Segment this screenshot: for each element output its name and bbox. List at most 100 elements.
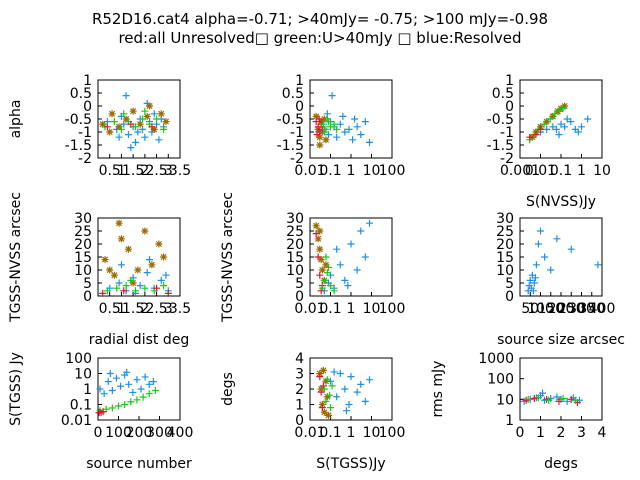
series-group bbox=[316, 366, 374, 419]
x-tick-label: 100 bbox=[379, 425, 406, 441]
data-point bbox=[325, 263, 333, 271]
data-point bbox=[157, 110, 165, 118]
x-axis-label: degs bbox=[544, 456, 578, 472]
data-point bbox=[149, 378, 157, 386]
data-point bbox=[150, 110, 158, 118]
data-point bbox=[141, 227, 149, 235]
data-point bbox=[333, 133, 341, 141]
series-group bbox=[524, 227, 602, 295]
data-point bbox=[108, 387, 116, 395]
data-point bbox=[316, 133, 324, 141]
data-point bbox=[361, 397, 369, 405]
y-tick-label: 4 bbox=[295, 351, 304, 367]
data-point bbox=[319, 120, 327, 128]
y-tick-label: 1 bbox=[295, 73, 304, 89]
data-point bbox=[546, 115, 554, 123]
y-tick-label: 10 bbox=[74, 367, 92, 383]
data-point bbox=[99, 408, 107, 416]
data-point bbox=[323, 269, 331, 277]
data-point bbox=[322, 261, 330, 269]
data-point bbox=[561, 102, 569, 110]
x-tick-label: 1 bbox=[347, 425, 356, 441]
x-tick-label: 1 bbox=[536, 425, 545, 441]
y-tick-label: 3 bbox=[295, 367, 304, 383]
data-point bbox=[129, 388, 137, 396]
data-point bbox=[553, 235, 561, 243]
y-tick-label: 20 bbox=[286, 237, 304, 253]
y-axis-label: rms mJy bbox=[430, 361, 446, 418]
data-point bbox=[316, 141, 324, 149]
x-tick-label: 100 bbox=[105, 425, 132, 441]
y-tick-label: 0.5 bbox=[70, 86, 92, 102]
title-line-1: R52D16.cat4 alpha=-0.71; >40mJy= -0.75; … bbox=[92, 10, 548, 28]
series-group bbox=[526, 102, 592, 144]
data-point bbox=[153, 284, 161, 292]
y-tick-label: 0 bbox=[295, 289, 304, 305]
y-tick-label: 25 bbox=[496, 224, 514, 240]
y-tick-label: 0.01 bbox=[61, 413, 92, 429]
data-point bbox=[106, 128, 114, 136]
data-point bbox=[117, 382, 125, 390]
data-point bbox=[141, 107, 149, 115]
data-point bbox=[339, 112, 347, 120]
data-point bbox=[530, 279, 538, 287]
data-point bbox=[534, 394, 542, 402]
data-point bbox=[112, 374, 120, 382]
y-tick-label: 0 bbox=[505, 289, 514, 305]
data-point bbox=[327, 282, 334, 290]
series-green bbox=[318, 253, 338, 295]
y-tick-label: 5 bbox=[295, 276, 304, 292]
data-point bbox=[540, 120, 548, 128]
data-point bbox=[153, 115, 161, 123]
data-point bbox=[160, 282, 168, 290]
data-point bbox=[129, 107, 137, 115]
data-point bbox=[561, 123, 569, 131]
x-tick-label: 10 bbox=[363, 301, 381, 317]
data-point bbox=[344, 282, 352, 290]
data-point bbox=[148, 261, 156, 269]
data-point bbox=[323, 393, 331, 401]
data-point bbox=[164, 289, 172, 297]
data-point bbox=[120, 110, 128, 118]
data-point bbox=[314, 235, 322, 243]
y-tick-label: 20 bbox=[496, 237, 514, 253]
data-point bbox=[133, 376, 141, 384]
data-point bbox=[333, 393, 341, 401]
data-point bbox=[366, 376, 374, 384]
data-point bbox=[127, 144, 135, 152]
series-blue bbox=[327, 368, 374, 415]
x-tick-label: 3.5 bbox=[169, 163, 191, 179]
data-point bbox=[357, 227, 365, 235]
y-tick-label: 5 bbox=[505, 276, 514, 292]
x-tick-label: 10 bbox=[593, 163, 611, 179]
data-point bbox=[336, 261, 344, 269]
plot-frame bbox=[519, 217, 603, 297]
data-point bbox=[108, 110, 116, 118]
x-tick-label: 0.5 bbox=[99, 163, 121, 179]
x-tick-label: 50 bbox=[521, 301, 539, 317]
data-point bbox=[129, 279, 137, 287]
data-point bbox=[106, 266, 114, 274]
y-tick-label: 5 bbox=[83, 276, 92, 292]
data-point bbox=[532, 261, 540, 269]
data-point bbox=[323, 376, 331, 384]
data-point bbox=[145, 380, 153, 388]
x-tick-label: 100 bbox=[379, 301, 406, 317]
y-tick-label: 15 bbox=[286, 250, 304, 266]
y-tick-label: 100 bbox=[65, 351, 92, 367]
y-tick-label: 2 bbox=[295, 382, 304, 398]
data-point bbox=[342, 407, 350, 415]
data-point bbox=[115, 219, 123, 227]
y-tick-label: -2 bbox=[290, 151, 304, 167]
data-point bbox=[557, 120, 565, 128]
x-tick-label: 0.1 bbox=[319, 425, 341, 441]
x-tick-label: 200 bbox=[126, 425, 153, 441]
data-point bbox=[316, 271, 324, 279]
series-group bbox=[99, 219, 172, 297]
data-point bbox=[139, 393, 147, 401]
data-point bbox=[155, 136, 163, 144]
data-point bbox=[326, 391, 334, 399]
plot-frame bbox=[519, 357, 603, 421]
x-tick-label: 0.01 bbox=[294, 425, 325, 441]
